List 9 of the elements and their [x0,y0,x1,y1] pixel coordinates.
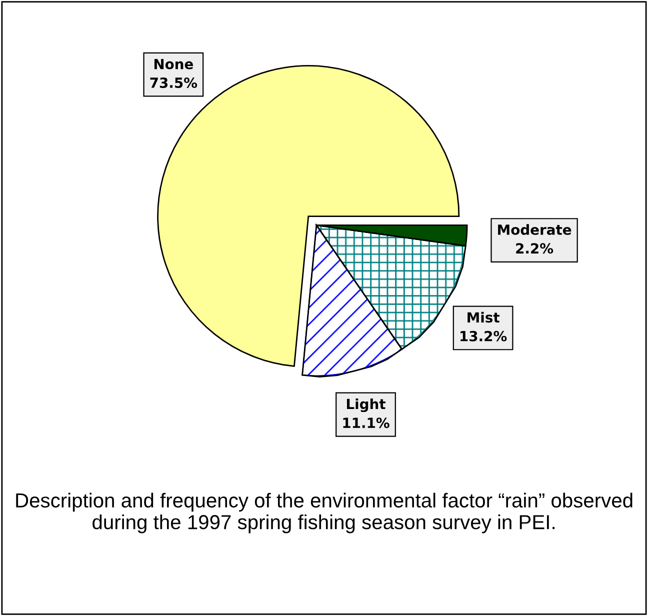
slice-label: Moderate [498,224,572,235]
text: Description and frequency of the environmental factor “rain” observed during the 1997 spring fishing season survey in PEI. [16,492,632,534]
data-label: 11.1% [343,418,390,428]
slice-label: None [154,58,193,70]
slice-label: Light [346,398,386,412]
slice-label: Mist [468,312,500,323]
data-label: 2.2% [516,243,554,254]
data-label: 13.2% [460,330,507,342]
data-label: 73.5% [150,77,198,88]
